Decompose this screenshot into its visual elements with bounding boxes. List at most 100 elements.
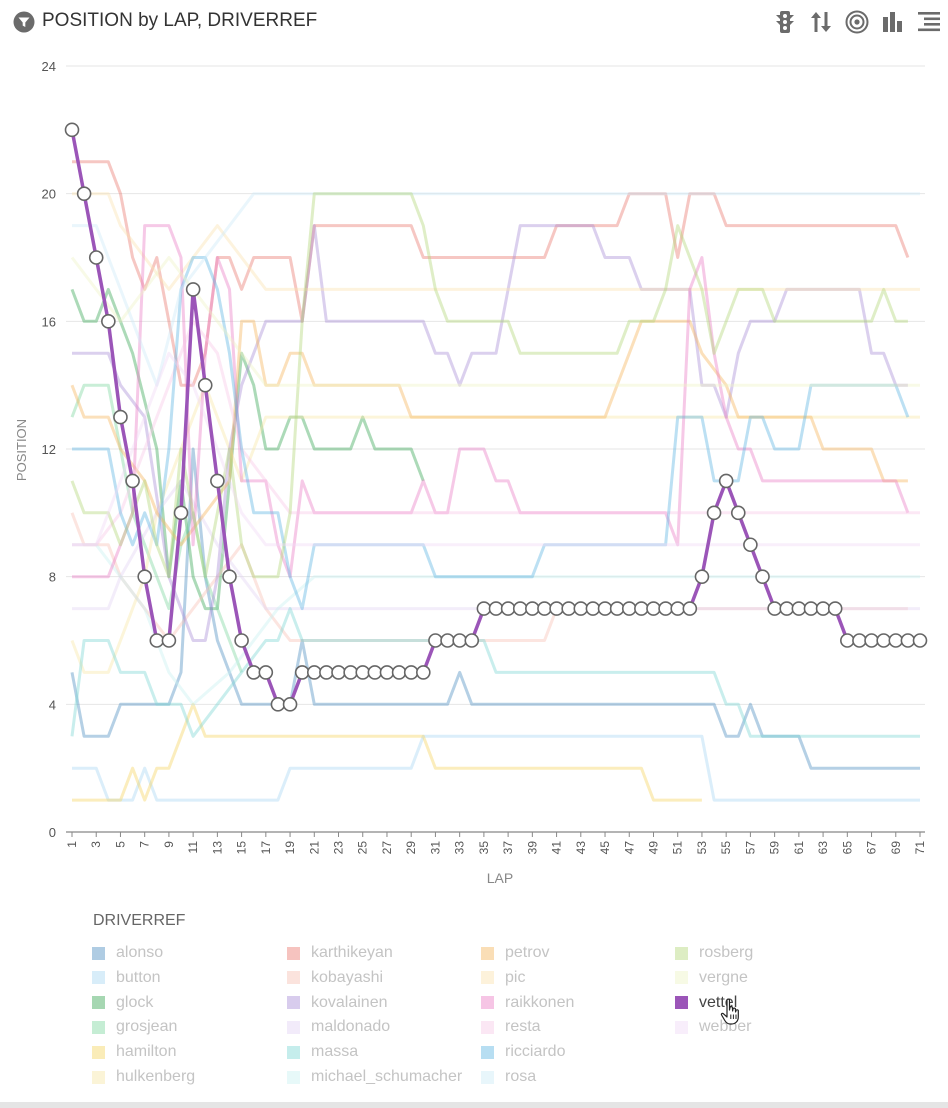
- data-point-vettel[interactable]: [658, 601, 673, 616]
- data-point-vettel[interactable]: [718, 473, 734, 489]
- data-point-vettel[interactable]: [500, 601, 516, 616]
- data-point-vettel[interactable]: [306, 665, 322, 680]
- data-point-vettel[interactable]: [137, 569, 152, 584]
- data-point-vettel[interactable]: [876, 633, 891, 648]
- data-point-vettel[interactable]: [270, 697, 286, 712]
- data-point-vettel[interactable]: [64, 122, 80, 138]
- series-line-raikkonen[interactable]: [72, 224, 910, 579]
- data-point-vettel[interactable]: [803, 601, 819, 616]
- legend-item-button[interactable]: button: [92, 967, 160, 989]
- data-point-vettel[interactable]: [900, 633, 916, 648]
- legend-item-raikkonen[interactable]: raikkonen: [481, 992, 574, 1014]
- legend-item-pic[interactable]: pic: [481, 967, 525, 989]
- data-point-vettel[interactable]: [525, 601, 540, 616]
- data-point-vettel[interactable]: [755, 569, 770, 584]
- legend-item-alonso[interactable]: alonso: [92, 942, 163, 964]
- data-point-vettel[interactable]: [210, 473, 225, 489]
- data-point-vettel[interactable]: [391, 665, 407, 680]
- data-point-vettel[interactable]: [597, 601, 613, 616]
- data-point-vettel[interactable]: [161, 633, 177, 648]
- series-line-button[interactable]: [72, 734, 920, 802]
- data-point-vettel[interactable]: [549, 601, 564, 616]
- data-point-vettel[interactable]: [791, 601, 807, 616]
- data-point-vettel[interactable]: [561, 601, 576, 616]
- data-point-vettel[interactable]: [464, 633, 480, 648]
- data-point-vettel[interactable]: [888, 633, 904, 648]
- data-point-vettel[interactable]: [101, 314, 116, 329]
- data-point-vettel[interactable]: [840, 633, 855, 648]
- data-point-vettel[interactable]: [646, 601, 661, 616]
- legend-item-michael_schumacher[interactable]: michael_schumacher: [287, 1066, 462, 1088]
- data-point-vettel[interactable]: [125, 473, 140, 489]
- series-line-michael_schumacher[interactable]: [72, 543, 920, 706]
- series-line-alonso[interactable]: [70, 447, 920, 770]
- data-point-vettel[interactable]: [149, 633, 165, 648]
- series-line-kobayashi[interactable]: [70, 512, 908, 642]
- data-point-vettel[interactable]: [452, 633, 467, 648]
- series-line-glock[interactable]: [70, 287, 425, 611]
- data-point-vettel[interactable]: [488, 601, 504, 616]
- data-point-vettel[interactable]: [912, 633, 928, 648]
- target-icon[interactable]: [844, 8, 870, 36]
- data-point-vettel[interactable]: [621, 601, 637, 616]
- data-point-vettel[interactable]: [864, 633, 879, 648]
- data-point-vettel[interactable]: [767, 601, 782, 616]
- data-point-vettel[interactable]: [246, 665, 262, 680]
- series-line-kovalainen[interactable]: [72, 224, 908, 642]
- series-line-vergne[interactable]: [70, 256, 920, 387]
- data-point-vettel[interactable]: [319, 665, 334, 680]
- data-point-vettel[interactable]: [234, 633, 249, 648]
- legend-item-resta[interactable]: resta: [481, 1016, 541, 1038]
- data-point-vettel[interactable]: [294, 665, 310, 680]
- filter-icon[interactable]: [13, 11, 35, 33]
- traffic-light-icon[interactable]: [772, 8, 798, 36]
- data-point-vettel[interactable]: [852, 633, 867, 648]
- data-point-vettel[interactable]: [694, 569, 710, 584]
- data-point-vettel[interactable]: [585, 601, 601, 616]
- data-point-vettel[interactable]: [682, 601, 698, 616]
- data-point-vettel[interactable]: [428, 633, 443, 648]
- series-line-hulkenberg[interactable]: [70, 383, 920, 674]
- sort-icon[interactable]: [808, 8, 834, 36]
- data-point-vettel[interactable]: [197, 377, 213, 393]
- data-point-vettel[interactable]: [185, 282, 201, 297]
- data-point-vettel[interactable]: [367, 665, 383, 680]
- legend-item-kovalainen[interactable]: kovalainen: [287, 992, 388, 1014]
- data-point-vettel[interactable]: [743, 537, 758, 553]
- series-line-rosberg[interactable]: [70, 192, 908, 579]
- data-point-vettel[interactable]: [222, 569, 237, 584]
- legend-item-vergne[interactable]: vergne: [675, 967, 748, 989]
- series-line-webber[interactable]: [72, 351, 920, 547]
- legend-item-hamilton[interactable]: hamilton: [92, 1041, 176, 1063]
- menu-lines-icon[interactable]: [916, 8, 942, 36]
- data-point-vettel[interactable]: [258, 665, 274, 680]
- series-line-petrov[interactable]: [70, 319, 908, 547]
- data-point-vettel[interactable]: [476, 601, 492, 616]
- series-line-rosa[interactable]: [72, 192, 920, 387]
- data-point-vettel[interactable]: [609, 601, 625, 616]
- data-point-vettel[interactable]: [355, 665, 371, 680]
- data-point-vettel[interactable]: [379, 665, 395, 680]
- series-line-hamilton[interactable]: [72, 702, 702, 802]
- data-point-vettel[interactable]: [730, 505, 746, 521]
- data-point-vettel[interactable]: [403, 665, 419, 680]
- data-point-vettel[interactable]: [282, 697, 298, 712]
- data-point-vettel[interactable]: [827, 601, 843, 616]
- data-point-vettel[interactable]: [815, 601, 831, 616]
- legend-item-kobayashi[interactable]: kobayashi: [287, 967, 383, 989]
- data-point-vettel[interactable]: [634, 601, 649, 616]
- bar-chart-icon[interactable]: [880, 8, 906, 36]
- legend-item-massa[interactable]: massa: [287, 1041, 358, 1063]
- legend-item-ricciardo[interactable]: ricciardo: [481, 1041, 565, 1063]
- legend-item-glock[interactable]: glock: [92, 992, 153, 1014]
- data-point-vettel[interactable]: [416, 665, 431, 680]
- legend-item-petrov[interactable]: petrov: [481, 942, 549, 964]
- data-point-vettel[interactable]: [779, 601, 795, 616]
- legend-item-hulkenberg[interactable]: hulkenberg: [92, 1066, 195, 1088]
- data-point-vettel[interactable]: [440, 633, 455, 648]
- legend-item-rosa[interactable]: rosa: [481, 1066, 536, 1088]
- data-point-vettel[interactable]: [331, 665, 346, 680]
- data-point-vettel[interactable]: [573, 601, 589, 616]
- data-point-vettel[interactable]: [76, 186, 92, 201]
- data-point-vettel[interactable]: [113, 409, 128, 425]
